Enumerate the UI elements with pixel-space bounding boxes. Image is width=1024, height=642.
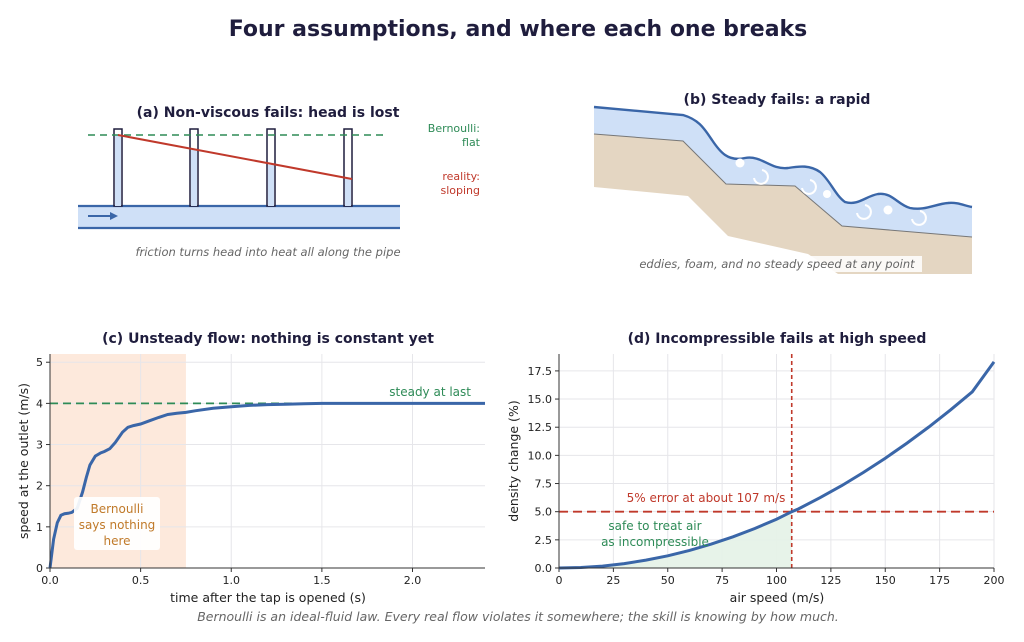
y-tick-label: 1 — [36, 521, 43, 534]
panel-c-title: (c) Unsteady flow: nothing is constant y… — [102, 331, 434, 347]
x-tick-label: 0.0 — [41, 574, 59, 587]
y-axis-ticks: 0 1 2 3 4 5 — [36, 356, 50, 575]
panel-b-title: (b) Steady fails: a rapid — [684, 92, 871, 108]
standpipe-fluid — [345, 179, 351, 206]
y-tick-label: 2.5 — [535, 534, 553, 547]
foam-bubble — [883, 205, 893, 215]
panel-d-title: (d) Incompressible fails at high speed — [628, 331, 927, 347]
flow-arrow-head — [110, 212, 118, 220]
x-tick-label: 1.5 — [313, 574, 331, 587]
x-axis-label: time after the tap is opened (s) — [170, 590, 366, 605]
x-tick-label: 75 — [715, 574, 729, 587]
panel-a: (a) Non-viscous fails: head is lost Bern… — [78, 105, 481, 259]
x-tick-label: 0.5 — [132, 574, 150, 587]
error-label: 5% error at about 107 m/s — [627, 491, 786, 505]
x-axis-label: air speed (m/s) — [730, 590, 825, 605]
x-tick-label: 125 — [820, 574, 841, 587]
eddy — [753, 169, 769, 185]
y-tick-label: 0 — [36, 562, 43, 575]
safe-region-fill — [559, 511, 792, 568]
x-tick-label: 2.0 — [404, 574, 422, 587]
panel-d: (d) Incompressible fails at high speed 0… — [506, 331, 1005, 605]
reality-label-line2: sloping — [440, 184, 480, 197]
y-tick-label: 7.5 — [535, 478, 553, 491]
x-tick-label: 150 — [875, 574, 896, 587]
y-tick-label: 5 — [36, 356, 43, 369]
safe-label-line2: as incompressible — [601, 535, 709, 549]
eddies — [753, 169, 927, 226]
y-axis-ticks: 0.0 2.5 5.0 7.5 10.0 12.5 15.0 17.5 — [528, 365, 559, 575]
y-tick-label: 5.0 — [535, 506, 553, 519]
shade-label-line1: Bernoulli — [91, 502, 144, 516]
panel-b-note: eddies, foam, and no steady speed at any… — [639, 257, 915, 271]
x-tick-label: 50 — [661, 574, 675, 587]
pipe — [78, 206, 400, 228]
standpipe-fluid — [268, 165, 274, 206]
riverbed — [594, 134, 972, 274]
y-tick-label: 0.0 — [535, 562, 553, 575]
x-tick-label: 200 — [984, 574, 1005, 587]
water-surface — [593, 105, 973, 210]
figure-caption: Bernoulli is an ideal-fluid law. Every r… — [197, 609, 839, 624]
riverbed-line — [593, 133, 973, 238]
x-tick-label: 1.0 — [223, 574, 241, 587]
shade-label-box — [74, 497, 160, 550]
water-body — [594, 107, 972, 237]
eddy — [801, 179, 817, 195]
y-tick-label: 2 — [36, 480, 43, 493]
foam-bubbles — [735, 158, 893, 215]
y-tick-label: 15.0 — [528, 393, 553, 406]
standpipe-fluid — [191, 150, 197, 206]
x-axis-ticks: 0.0 0.5 1.0 1.5 2.0 — [41, 568, 421, 587]
panel-b-note-bg — [630, 256, 922, 272]
foam-bubble — [735, 158, 745, 168]
y-axis-label: density change (%) — [506, 400, 521, 521]
speed-curve — [48, 401, 485, 569]
panel-a-title: (a) Non-viscous fails: head is lost — [137, 105, 400, 121]
bernoulli-flat-label-line2: flat — [462, 136, 481, 149]
x-tick-label: 25 — [606, 574, 620, 587]
x-tick-label: 100 — [766, 574, 787, 587]
panel-b: (b) Steady fails: a rapid eddies, foam, … — [593, 92, 973, 274]
y-tick-label: 3 — [36, 439, 43, 452]
eddy — [911, 210, 927, 226]
foam-bubble — [823, 190, 831, 198]
x-axis-ticks: 0 25 50 75 100 125 150 175 200 — [556, 568, 1005, 587]
panel-c: (c) Unsteady flow: nothing is constant y… — [16, 331, 485, 605]
reality-label-line1: reality: — [442, 170, 480, 183]
reality-sloping-line — [117, 134, 353, 180]
shade-label-line3: here — [103, 534, 130, 548]
safe-label-line1: safe to treat air — [608, 519, 701, 533]
y-axis-label: speed at the outlet (m/s) — [16, 383, 31, 539]
y-tick-label: 12.5 — [528, 421, 553, 434]
y-tick-label: 4 — [36, 397, 43, 410]
x-tick-label: 0 — [556, 574, 563, 587]
standpipes — [113, 128, 353, 207]
standpipe-fluid — [115, 135, 121, 206]
panel-a-note: friction turns head into heat all along … — [135, 245, 400, 259]
steady-label: steady at last — [389, 385, 471, 399]
shade-label-line2: says nothing — [79, 518, 156, 532]
y-tick-label: 10.0 — [528, 449, 553, 462]
eddy — [856, 204, 872, 220]
x-tick-label: 175 — [929, 574, 950, 587]
figure-title: Four assumptions, and where each one bre… — [229, 17, 808, 42]
bernoulli-flat-label-line1: Bernoulli: — [428, 122, 480, 135]
density-curve — [558, 361, 996, 570]
y-tick-label: 17.5 — [528, 365, 553, 378]
